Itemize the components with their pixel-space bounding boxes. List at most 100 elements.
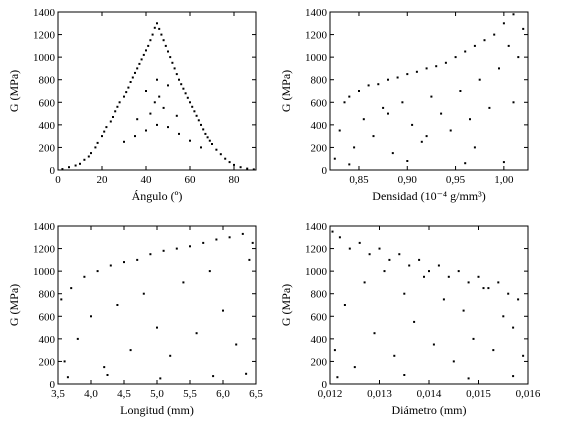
data-point: [74, 164, 77, 167]
data-point: [169, 56, 172, 59]
data-point: [517, 298, 520, 301]
data-point: [149, 253, 152, 256]
y-tick-label: 0: [322, 379, 328, 391]
y-tick-label: 0: [50, 165, 56, 177]
data-point: [94, 146, 97, 149]
data-point: [180, 83, 183, 86]
data-point: [178, 132, 180, 135]
data-point: [90, 152, 92, 155]
data-point: [459, 90, 462, 92]
data-point: [189, 139, 191, 142]
data-point: [123, 140, 125, 143]
data-point: [358, 241, 361, 244]
data-point: [136, 258, 139, 261]
data-point: [162, 39, 165, 42]
data-point: [162, 249, 165, 252]
data-point: [167, 50, 169, 53]
data-point: [156, 326, 158, 329]
data-point: [403, 292, 406, 295]
data-point: [348, 95, 351, 98]
point-group: [61, 22, 255, 171]
data-point: [208, 139, 211, 142]
data-point: [452, 360, 455, 363]
data-point: [348, 247, 351, 250]
x-axis-label: Diámetro (mm): [392, 403, 467, 417]
data-point: [248, 258, 251, 261]
data-point: [178, 78, 180, 81]
data-point: [145, 49, 147, 52]
data-point: [388, 258, 391, 261]
data-point: [200, 123, 202, 126]
y-axis-ticks: 0 200 400 600 800 1000 1200 1400: [305, 221, 528, 391]
data-point: [477, 275, 480, 278]
data-point: [378, 247, 381, 250]
data-point: [251, 241, 254, 244]
y-tick-label: 400: [311, 334, 328, 346]
data-point: [383, 270, 386, 273]
y-tick-label: 1400: [305, 221, 328, 233]
data-point: [406, 160, 409, 162]
data-point: [492, 349, 495, 352]
x-axis-ticks: 0,85 0,90 0,95 1,00: [349, 12, 514, 186]
x-tick-label: 0,016: [516, 388, 541, 400]
data-point: [212, 375, 215, 378]
data-point: [158, 27, 161, 30]
data-point: [393, 354, 396, 357]
data-point: [140, 58, 143, 61]
data-point: [215, 148, 218, 151]
y-tick-label: 1000: [305, 266, 328, 278]
data-point: [184, 92, 187, 95]
data-point: [195, 114, 198, 117]
data-point: [522, 27, 525, 30]
data-point: [129, 81, 132, 83]
data-point: [442, 298, 445, 301]
data-point: [338, 129, 341, 132]
x-tick-label: 80: [229, 174, 241, 186]
data-point: [478, 78, 481, 81]
data-point: [156, 123, 158, 126]
x-axis-ticks: 3,5 4,0 4,5 5,0 5,5 6,0 6,5: [51, 226, 263, 400]
plot-frame: [329, 225, 529, 385]
y-tick-label: 1200: [305, 244, 328, 256]
data-point: [336, 376, 339, 379]
data-point: [423, 275, 425, 278]
data-point: [493, 33, 496, 36]
y-tick-label: 800: [39, 289, 56, 301]
data-point: [420, 140, 423, 143]
y-tick-label: 1200: [305, 30, 328, 42]
point-group: [60, 232, 254, 380]
data-point: [362, 118, 365, 121]
data-point: [363, 281, 366, 284]
data-point: [167, 84, 169, 87]
data-point: [136, 118, 139, 121]
x-axis-ticks: 0 20 40 60 80: [55, 12, 240, 186]
x-tick-label: 20: [97, 174, 109, 186]
data-point: [136, 67, 139, 70]
data-point: [425, 67, 428, 70]
data-point: [403, 374, 406, 376]
data-point: [502, 315, 505, 318]
data-point: [114, 110, 117, 113]
data-point: [432, 343, 435, 346]
data-point: [153, 101, 156, 104]
data-point: [348, 163, 351, 166]
data-point: [142, 53, 145, 56]
x-tick-label: 0,013: [367, 388, 392, 400]
data-point: [149, 39, 152, 42]
data-point: [462, 309, 465, 312]
data-point: [449, 129, 452, 132]
x-tick-label: 0,90: [398, 174, 418, 186]
x-tick-label: 5,0: [150, 388, 164, 400]
data-point: [127, 86, 130, 89]
data-point: [437, 264, 440, 267]
data-point: [105, 126, 108, 129]
data-point: [79, 162, 81, 165]
data-point: [373, 332, 376, 335]
data-point: [175, 247, 178, 250]
data-point: [138, 62, 141, 65]
data-point: [83, 275, 86, 278]
x-tick-label: 0: [55, 174, 61, 186]
data-point: [189, 101, 191, 104]
data-point: [224, 157, 227, 160]
x-tick-label: 5,5: [183, 388, 197, 400]
